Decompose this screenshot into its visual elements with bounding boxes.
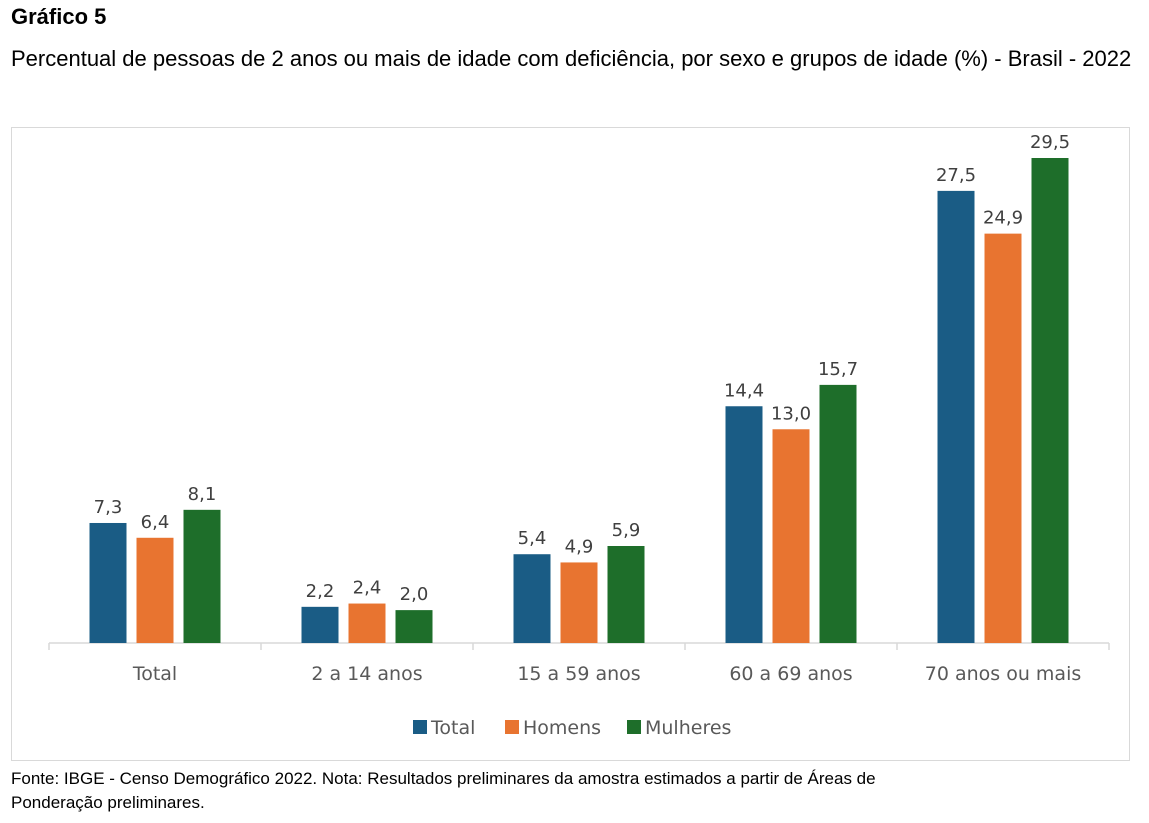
bars-layer: [89, 158, 1069, 644]
legend-swatch-mulheres: [627, 720, 641, 734]
category-label-70-anos-ou-mais: 70 anos ou mais: [925, 663, 1082, 685]
data-label-total-2-a-14-anos: 2,2: [306, 581, 335, 602]
data-label-homens-2-a-14-anos: 2,4: [353, 578, 382, 599]
chart-number: Gráfico 5: [11, 4, 107, 29]
bar-total-70-anos-ou-mais: [937, 190, 975, 644]
data-label-homens-60-a-69-anos: 13,0: [771, 403, 811, 424]
bar-total-total: [89, 522, 127, 643]
bar-mulheres-total: [183, 509, 221, 643]
legend: Total Homens Mulheres: [413, 717, 731, 739]
data-label-total-60-a-69-anos: 14,4: [724, 380, 764, 401]
data-label-mulheres-70-anos-ou-mais: 29,5: [1030, 132, 1070, 153]
data-label-total-total: 7,3: [94, 497, 123, 518]
bar-mulheres-70-anos-ou-mais: [1031, 158, 1069, 643]
footnote-line-1: Fonte: IBGE - Censo Demográfico 2022. No…: [11, 769, 876, 788]
bar-homens-60-a-69-anos: [772, 429, 810, 643]
category-label-15-a-59-anos: 15 a 59 anos: [517, 663, 640, 685]
legend-swatch-homens: [505, 720, 519, 734]
bar-homens-70-anos-ou-mais: [984, 233, 1022, 643]
chart-title: Percentual de pessoas de 2 anos ou mais …: [11, 46, 1132, 71]
data-labels-layer: 7,3 6,4 8,1 2,2 2,4 2,0 5,4 4,9 5,9 14,4 13,0 15,7 2…: [94, 132, 1070, 605]
bar-total-2-a-14-anos: [301, 606, 339, 643]
legend-swatch-total: [413, 720, 427, 734]
bar-homens-total: [136, 537, 174, 643]
bar-total-15-a-59-anos: [513, 554, 551, 643]
data-label-homens-70-anos-ou-mais: 24,9: [983, 208, 1023, 229]
legend-label-homens: Homens: [523, 717, 601, 739]
data-label-homens-15-a-59-anos: 4,9: [565, 536, 594, 557]
category-label-2-a-14-anos: 2 a 14 anos: [311, 663, 422, 685]
chart-frame: [11, 127, 1130, 761]
category-label-total: Total: [132, 663, 177, 685]
data-label-total-15-a-59-anos: 5,4: [518, 528, 547, 549]
data-label-homens-total: 6,4: [141, 512, 170, 533]
bar-total-60-a-69-anos: [725, 406, 763, 643]
legend-label-total: Total: [430, 717, 475, 739]
bar-mulheres-2-a-14-anos: [395, 610, 433, 643]
bar-homens-2-a-14-anos: [348, 603, 386, 643]
bar-mulheres-60-a-69-anos: [819, 384, 857, 643]
category-label-60-a-69-anos: 60 a 69 anos: [729, 663, 852, 685]
data-label-mulheres-total: 8,1: [188, 484, 217, 505]
data-label-mulheres-15-a-59-anos: 5,9: [612, 520, 641, 541]
footnote: Fonte: IBGE - Censo Demográfico 2022. No…: [11, 767, 1141, 815]
legend-label-mulheres: Mulheres: [645, 717, 731, 739]
axis-layer: [48, 642, 1110, 650]
data-label-mulheres-2-a-14-anos: 2,0: [400, 584, 429, 605]
footnote-line-2: Ponderação preliminares.: [11, 793, 205, 812]
bar-mulheres-15-a-59-anos: [607, 546, 645, 643]
category-labels-layer: Total 2 a 14 anos 15 a 59 anos 60 a 69 anos…: [132, 663, 1081, 685]
data-label-total-70-anos-ou-mais: 27,5: [936, 165, 976, 186]
bar-homens-15-a-59-anos: [560, 562, 598, 643]
data-label-mulheres-60-a-69-anos: 15,7: [818, 359, 858, 380]
